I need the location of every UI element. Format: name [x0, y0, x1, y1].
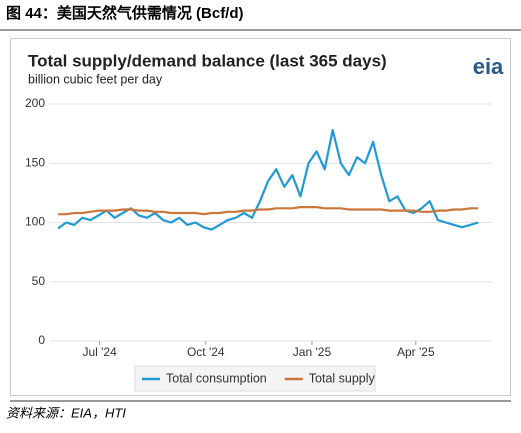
- y-tick-label: 100: [25, 215, 45, 229]
- x-tick-label: Jul '24: [82, 345, 117, 359]
- x-tick-label: Oct '24: [187, 345, 225, 359]
- x-tick-label: Jan '25: [293, 345, 332, 359]
- legend-label: Total supply: [309, 371, 376, 385]
- logo: eia: [473, 54, 504, 79]
- series-line: [58, 206, 479, 216]
- legend-box: [134, 365, 376, 392]
- chart-title: Total supply/demand balance (last 365 da…: [28, 51, 387, 70]
- y-tick-label: 0: [38, 333, 45, 347]
- y-tick-label: 150: [25, 155, 45, 169]
- legend-label: Total consumption: [166, 371, 267, 385]
- y-tick-label: 200: [25, 96, 45, 110]
- figure-caption: 图 44：美国天然气供需情况 (Bcf/d): [6, 4, 244, 22]
- y-tick-label: 50: [32, 274, 46, 288]
- x-tick-label: Apr '25: [397, 345, 435, 359]
- source-note: 资料来源：EIA，HTI: [6, 405, 126, 420]
- chart-subtitle: billion cubic feet per day: [28, 72, 163, 86]
